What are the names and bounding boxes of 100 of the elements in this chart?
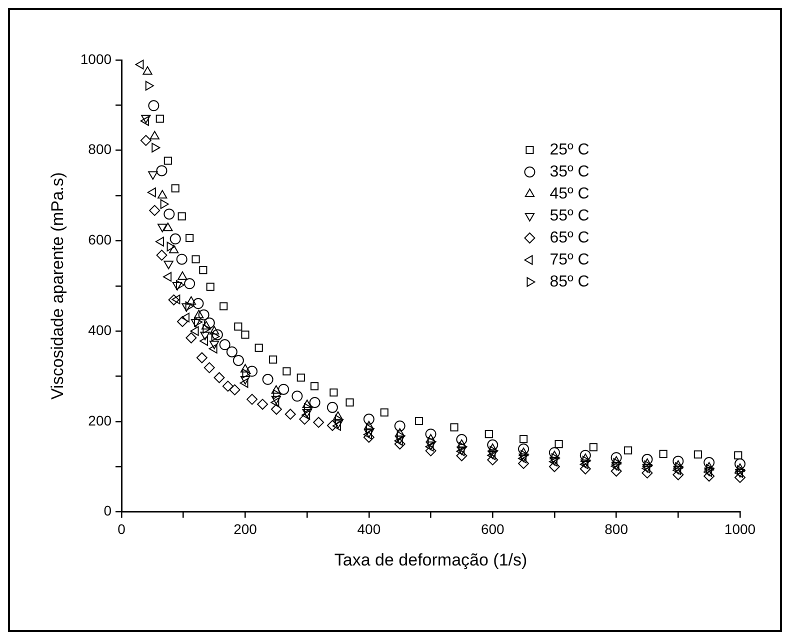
point xyxy=(395,436,405,444)
point xyxy=(200,332,210,340)
point xyxy=(184,278,196,290)
point xyxy=(150,130,160,140)
point xyxy=(333,411,343,420)
y-tick-label: 0 xyxy=(104,502,112,519)
point xyxy=(644,460,653,470)
y-tick-label: 600 xyxy=(88,232,112,248)
point xyxy=(246,366,258,377)
point xyxy=(200,336,208,346)
point xyxy=(484,430,493,438)
point xyxy=(257,398,268,410)
point xyxy=(194,310,204,318)
point xyxy=(254,344,263,352)
point xyxy=(209,326,220,335)
point xyxy=(458,442,468,452)
point xyxy=(672,469,684,480)
point xyxy=(554,440,563,448)
point xyxy=(186,296,196,305)
point xyxy=(302,408,312,418)
x-tick-label: 600 xyxy=(480,521,505,538)
point xyxy=(242,368,251,378)
point xyxy=(580,463,591,474)
point xyxy=(734,451,742,460)
point xyxy=(425,445,436,456)
point xyxy=(299,414,310,425)
point xyxy=(414,416,424,426)
point xyxy=(232,354,244,366)
point xyxy=(172,282,182,290)
point xyxy=(611,456,622,465)
point xyxy=(270,398,280,408)
point xyxy=(330,388,338,397)
legend-label: 85º C xyxy=(550,273,590,290)
y-tick-label: 1000 xyxy=(80,50,112,67)
point xyxy=(313,416,324,428)
point xyxy=(613,458,622,468)
point xyxy=(270,404,282,415)
point xyxy=(204,317,215,328)
point xyxy=(241,330,250,339)
point xyxy=(394,420,406,432)
point xyxy=(176,254,188,265)
point xyxy=(456,450,468,462)
point xyxy=(363,414,374,425)
point xyxy=(135,60,144,70)
point xyxy=(170,233,181,244)
point xyxy=(214,372,225,384)
point xyxy=(610,461,620,471)
point xyxy=(394,436,403,446)
legend-label: 55º C xyxy=(550,207,590,224)
point xyxy=(149,204,160,216)
point xyxy=(580,460,588,470)
point xyxy=(425,428,436,440)
point xyxy=(180,312,190,322)
point xyxy=(292,390,303,402)
point xyxy=(163,272,172,282)
point xyxy=(396,431,406,441)
point xyxy=(704,462,714,471)
point xyxy=(548,447,560,458)
y-tick-label: 400 xyxy=(88,322,112,338)
legend-label: 35º C xyxy=(550,163,590,180)
point xyxy=(520,435,528,444)
point xyxy=(155,236,164,246)
y-axis-title: Viscosidade aparente (mPa.s) xyxy=(48,172,67,400)
point xyxy=(326,402,338,413)
point xyxy=(198,309,210,320)
point xyxy=(610,452,622,464)
point xyxy=(694,450,702,458)
point xyxy=(199,266,208,274)
point xyxy=(642,467,653,478)
point xyxy=(209,340,220,350)
point xyxy=(302,410,310,420)
point xyxy=(182,303,192,312)
point xyxy=(148,171,158,180)
point xyxy=(425,442,434,452)
point xyxy=(196,352,208,364)
point xyxy=(192,255,200,264)
point xyxy=(201,321,212,330)
point xyxy=(202,324,212,334)
point xyxy=(271,396,281,404)
point xyxy=(551,453,560,463)
point xyxy=(176,316,188,328)
point xyxy=(624,446,632,454)
point xyxy=(145,80,154,91)
point xyxy=(282,367,291,376)
point xyxy=(346,398,354,406)
point xyxy=(518,458,530,469)
point xyxy=(333,420,343,429)
point xyxy=(192,298,204,310)
point xyxy=(642,458,652,467)
point xyxy=(704,457,715,468)
point xyxy=(309,396,320,408)
point xyxy=(208,344,218,354)
point xyxy=(704,470,715,482)
point xyxy=(164,208,175,220)
point xyxy=(172,294,180,304)
point xyxy=(380,408,388,416)
point xyxy=(363,432,374,443)
point xyxy=(141,114,151,124)
point xyxy=(171,184,180,192)
legend-label: 65º C xyxy=(550,229,590,246)
